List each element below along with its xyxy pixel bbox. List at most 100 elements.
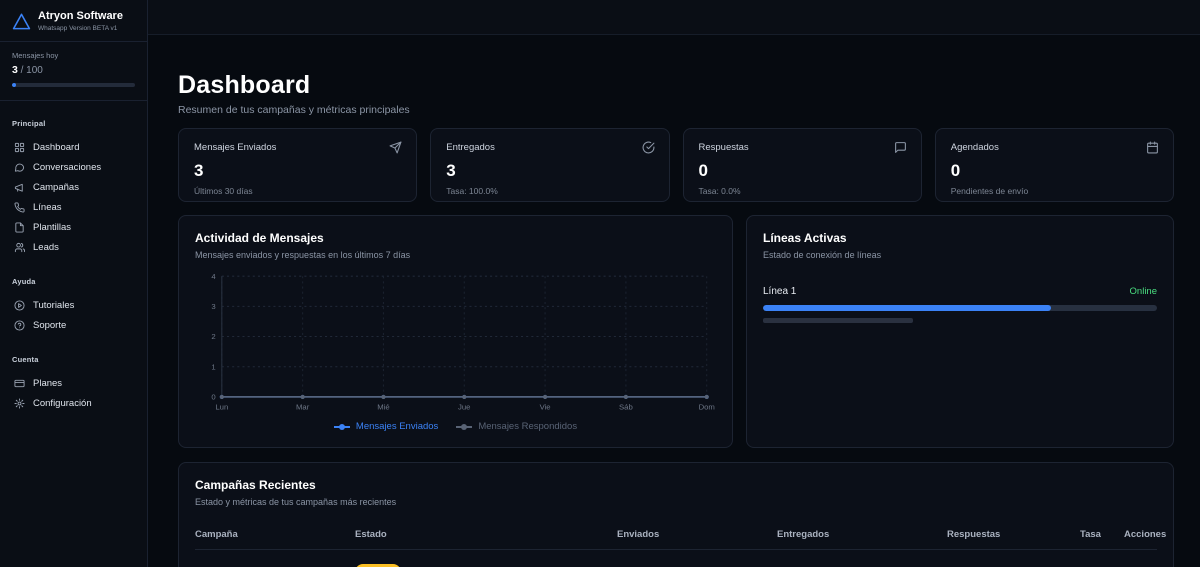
main-content: Dashboard Resumen de tus campañas y métr… — [148, 35, 1200, 567]
sidebar-item-label: Dashboard — [33, 141, 80, 153]
sidebar-item-label: Soporte — [33, 319, 67, 331]
column-header-acciones: Acciones — [1124, 528, 1167, 540]
sidebar-item-planes[interactable]: Planes — [12, 373, 135, 393]
campaigns-table-header: Campaña Estado Enviados Entregados Respu… — [195, 528, 1166, 550]
sidebar-item-conversaciones[interactable]: Conversaciones — [12, 157, 135, 177]
nav-section-ayuda: Ayuda Tutoriales Soporte — [0, 263, 147, 337]
stat-caption: Últimos 30 días — [194, 185, 253, 196]
legend-label: Mensajes Respondidos — [478, 421, 578, 433]
legend-mensajes-enviados[interactable]: Mensajes Enviados — [333, 421, 438, 432]
sidebar-item-label: Campañas — [33, 181, 79, 193]
line-name: Línea 1 — [763, 285, 797, 297]
campaigns-subtitle: Estado y métricas de tus campañas más re… — [195, 496, 397, 507]
gear-icon — [14, 398, 25, 409]
sidebar-item-label: Planes — [33, 377, 63, 389]
app-logo[interactable]: Atryon Software Whatsapp Version BETA v1 — [0, 0, 147, 41]
chat-icon — [14, 162, 25, 173]
stat-label: Agendados — [950, 141, 999, 153]
sidebar-item-label: Conversaciones — [33, 161, 102, 173]
nav-section-title: Cuenta — [12, 355, 39, 365]
sidebar-item-tutoriales[interactable]: Tutoriales — [12, 295, 135, 315]
column-header-entregados: Entregados — [777, 528, 830, 540]
campaign-status-badge — [355, 563, 401, 567]
activity-line-chart: 0 1 2 3 4 Lun Mar Mié Jue Vie Sáb Dom — [195, 270, 716, 420]
sidebar-item-soporte[interactable]: Soporte — [12, 315, 135, 335]
app-title-block: Atryon Software Whatsapp Version BETA v1 — [38, 10, 123, 32]
sidebar-item-leads[interactable]: Leads — [12, 237, 135, 257]
lines-panel: Líneas Activas Estado de conexión de lín… — [746, 214, 1174, 448]
page-subtitle: Resumen de tus campañas y métricas princ… — [178, 103, 410, 116]
svg-text:3: 3 — [211, 302, 215, 311]
column-header-tasa: Tasa — [1080, 528, 1101, 540]
svg-text:Jue: Jue — [458, 402, 470, 411]
respondidos-line-marker — [456, 425, 473, 428]
nav-section-principal: Principal Dashboard Conversaciones Campa… — [0, 105, 147, 259]
svg-text:0: 0 — [211, 392, 215, 401]
daily-usage: Mensajes hoy 3 / 100 — [0, 41, 147, 102]
atryon-logo-icon — [12, 12, 31, 31]
sidebar-item-label: Configuración — [33, 397, 92, 409]
app-name: Atryon Software — [38, 10, 123, 22]
nav-section-cuenta: Cuenta Planes Configuración — [0, 341, 147, 415]
megaphone-icon — [14, 182, 25, 193]
file-icon — [14, 222, 25, 233]
stats-row: Mensajes Enviados 3 Últimos 30 días Entr… — [178, 127, 1174, 202]
activity-title: Actividad de Mensajes — [195, 230, 324, 245]
line-status-badge: Online — [1129, 285, 1157, 297]
svg-text:Lun: Lun — [215, 402, 228, 411]
sidebar-item-plantillas[interactable]: Plantillas — [12, 217, 135, 237]
line-progress-fill — [763, 304, 1051, 311]
campaign-status-cell — [355, 563, 617, 567]
message-icon — [894, 141, 907, 154]
legend-mensajes-respondidos[interactable]: Mensajes Respondidos — [456, 421, 577, 432]
sidebar-item-label: Leads — [33, 241, 59, 253]
stat-value: 0 — [698, 160, 708, 180]
help-circle-icon — [14, 320, 25, 331]
line-secondary-bar — [763, 317, 913, 323]
play-circle-icon — [14, 300, 25, 311]
sidebar-nav: Principal Dashboard Conversaciones Campa… — [0, 105, 147, 415]
stat-value: 3 — [194, 160, 204, 180]
svg-text:2: 2 — [211, 332, 215, 341]
chart-legend: Mensajes Enviados Mensajes Respondidos — [195, 421, 716, 432]
stat-card-agendados: Agendados 0 Pendientes de envío — [934, 127, 1174, 202]
main-area: Dashboard Resumen de tus campañas y métr… — [148, 0, 1200, 567]
calendar-icon — [1146, 141, 1159, 154]
dashboard-icon — [14, 142, 25, 153]
svg-text:Dom: Dom — [699, 402, 715, 411]
enviados-line-marker — [333, 425, 350, 428]
stat-value: 0 — [950, 160, 961, 180]
topbar — [148, 0, 1200, 35]
sidebar-item-label: Líneas — [33, 201, 62, 213]
line-progressbar — [763, 304, 1157, 311]
sidebar-item-label: Tutoriales — [33, 299, 75, 311]
svg-text:Sáb: Sáb — [619, 402, 633, 411]
sidebar-item-configuracion[interactable]: Configuración — [12, 393, 135, 413]
stat-caption: Tasa: 100.0% — [446, 185, 498, 196]
sidebar: Atryon Software Whatsapp Version BETA v1… — [0, 0, 148, 567]
nav-section-title: Principal — [12, 119, 46, 129]
stat-value: 3 — [446, 160, 456, 180]
nav-section-title: Ayuda — [12, 277, 36, 287]
stat-label: Mensajes Enviados — [194, 141, 277, 153]
lines-subtitle: Estado de conexión de líneas — [763, 249, 882, 260]
stat-card-entregados: Entregados 3 Tasa: 100.0% — [430, 127, 670, 202]
svg-text:Vie: Vie — [540, 402, 551, 411]
page-title: Dashboard — [178, 71, 311, 99]
stat-card-mensajes-enviados: Mensajes Enviados 3 Últimos 30 días — [178, 127, 418, 202]
sidebar-item-lineas[interactable]: Líneas — [12, 197, 135, 217]
check-circle-icon — [642, 141, 655, 154]
stat-caption: Pendientes de envío — [950, 185, 1029, 196]
activity-subtitle: Mensajes enviados y respuestas en los úl… — [195, 249, 411, 260]
sidebar-item-campanas[interactable]: Campañas — [12, 177, 135, 197]
usage-progressbar — [12, 83, 135, 88]
line-row: Línea 1 Online — [763, 286, 1157, 297]
svg-text:4: 4 — [211, 272, 216, 281]
svg-text:Mié: Mié — [377, 402, 389, 411]
sidebar-item-dashboard[interactable]: Dashboard — [12, 137, 135, 157]
sidebar-item-label: Plantillas — [33, 221, 72, 233]
campaign-table-row — [195, 550, 1157, 567]
stat-card-respuestas: Respuestas 0 Tasa: 0.0% — [682, 127, 922, 202]
column-header-respuestas: Respuestas — [947, 528, 1001, 540]
usage-label: Mensajes hoy — [12, 51, 59, 61]
